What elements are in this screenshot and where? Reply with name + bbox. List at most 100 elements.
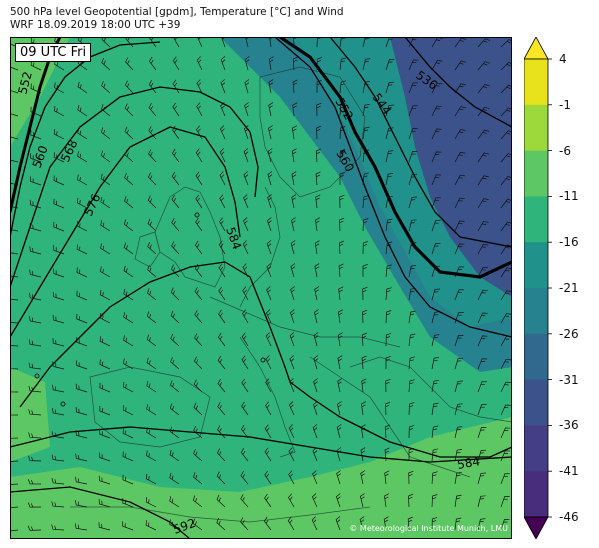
colorbar-band [524, 59, 548, 106]
wind-barb [53, 245, 65, 255]
wind-barb [100, 173, 111, 186]
wind-barb [171, 241, 180, 255]
wind-barb [99, 313, 111, 324]
wind-barb [431, 311, 440, 324]
wind-barb [101, 57, 111, 71]
wind-barb [99, 382, 111, 393]
colorbar-tick-label: -26 [559, 326, 579, 341]
wind-barb [362, 126, 370, 140]
colorbar-band [524, 333, 548, 381]
wind-barb [477, 289, 488, 301]
wind-barb [477, 381, 487, 393]
wind-barb [266, 263, 272, 278]
wind-barb [123, 335, 134, 347]
wind-barb [51, 408, 65, 416]
wind-barb [454, 471, 462, 485]
wind-barb [431, 288, 440, 301]
wind-barb [169, 472, 180, 485]
wind-barb [264, 424, 272, 439]
wind-barb [500, 358, 512, 370]
wind-barb [339, 194, 345, 209]
wind-barb [316, 57, 323, 71]
wind-barb [170, 380, 180, 393]
wind-barb [217, 379, 226, 393]
wind-barb [267, 148, 273, 163]
wind-barb [51, 454, 65, 462]
wind-barb [477, 312, 488, 324]
wind-barb [291, 148, 297, 163]
colorbar-tick-label: -36 [559, 418, 579, 433]
wind-barb [385, 218, 393, 232]
wind-barb [384, 470, 390, 485]
wind-barb [477, 198, 489, 209]
wind-barb [268, 125, 273, 140]
wind-barb [170, 357, 180, 370]
wind-barb [52, 338, 65, 347]
wind-barb [216, 494, 226, 508]
wind-barb [339, 103, 346, 117]
wind-barb [454, 494, 462, 508]
wind-barb [292, 79, 298, 94]
wind-barb [385, 333, 392, 347]
wind-barb [171, 148, 180, 163]
wind-barb [99, 429, 111, 439]
wind-barb [477, 244, 489, 255]
wind-barb [77, 128, 88, 140]
wind-barb [52, 361, 65, 370]
wind-barb [196, 56, 203, 71]
wind-barb [408, 447, 414, 461]
wind-barb [10, 344, 19, 347]
wind-barb [385, 59, 395, 71]
contour-552-east [279, 37, 512, 279]
wind-barb [195, 148, 203, 163]
wind-barb [267, 194, 272, 209]
wind-barb [30, 106, 42, 117]
valid-time-label: 09 UTC Fri [15, 43, 92, 62]
wind-barb [408, 196, 417, 209]
wind-barb [100, 150, 111, 163]
wind-barb [431, 151, 442, 163]
wind-barb [408, 470, 414, 485]
wind-barb [122, 381, 134, 393]
wind-barb [145, 497, 157, 508]
wind-barb [243, 125, 249, 140]
wind-barb [125, 57, 134, 71]
wind-barb [28, 339, 42, 347]
wind-barb [313, 378, 318, 393]
wind-barb [76, 244, 88, 255]
contour-label: 552 [15, 70, 34, 96]
wind-barb [75, 406, 88, 416]
contour-536 [404, 37, 512, 128]
wind-barb [54, 82, 65, 94]
wind-barb [454, 380, 463, 393]
contour-576 [10, 126, 241, 338]
wind-barb [362, 172, 369, 186]
wind-barb [216, 471, 226, 485]
wind-barb [315, 171, 321, 186]
wind-barb [315, 217, 320, 232]
wind-barb [288, 424, 295, 439]
wind-barb [362, 218, 369, 232]
wind-barb [361, 378, 367, 393]
colorbar-band [524, 196, 548, 243]
wind-barb [500, 427, 511, 439]
wind-barb [454, 152, 466, 163]
wind-barb [265, 332, 272, 347]
wind-barb [146, 450, 157, 462]
wind-barb [76, 337, 88, 347]
wind-barb [10, 298, 19, 301]
wind-barb [362, 149, 370, 163]
wind-barb [27, 502, 42, 508]
wind-barb [27, 525, 42, 531]
wind-barb [147, 195, 157, 209]
wind-barb [477, 266, 489, 278]
wind-barb [124, 149, 134, 163]
wind-barb [339, 37, 346, 48]
wind-barb [454, 403, 463, 416]
wind-barb [241, 355, 249, 370]
wind-barb [454, 449, 463, 462]
wind-barb [384, 424, 390, 439]
wind-barb [500, 381, 511, 393]
wind-barb [100, 127, 111, 140]
wind-barb [454, 335, 464, 347]
